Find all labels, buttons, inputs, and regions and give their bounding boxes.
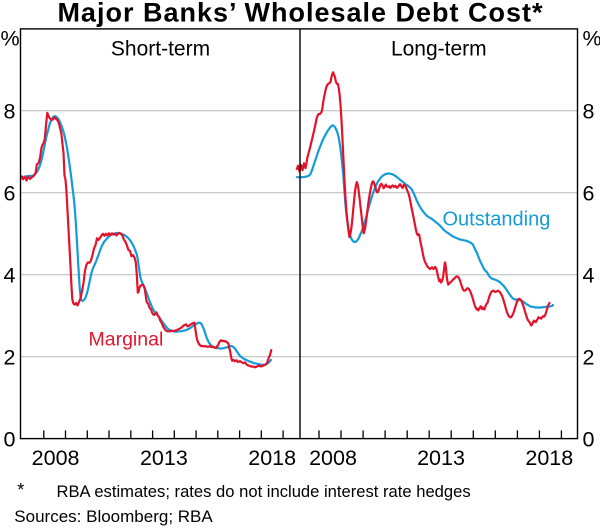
svg-text:2018: 2018 [525,446,573,470]
svg-text:8: 8 [583,100,595,124]
svg-text:4: 4 [4,263,16,287]
svg-text:2013: 2013 [140,446,188,470]
svg-text:6: 6 [4,182,16,206]
svg-text:Major Banks’ Wholesale Debt Co: Major Banks’ Wholesale Debt Cost* [57,0,543,28]
svg-text:6: 6 [583,182,595,206]
svg-text:0: 0 [4,427,16,451]
svg-text:Sources: Bloomberg; RBA: Sources: Bloomberg; RBA [14,507,213,526]
svg-text:2008: 2008 [309,446,357,470]
svg-text:%: % [1,27,20,51]
svg-text:8: 8 [4,100,16,124]
svg-text:RBA estimates; rates do not in: RBA estimates; rates do not include inte… [57,482,471,501]
svg-text:*: * [17,480,24,500]
svg-text:2: 2 [583,345,595,369]
svg-text:Marginal: Marginal [89,329,164,351]
svg-text:Long-term: Long-term [391,38,487,61]
svg-text:4: 4 [583,263,595,287]
svg-text:Short-term: Short-term [111,38,210,61]
svg-text:%: % [583,27,600,51]
svg-text:2013: 2013 [417,446,465,470]
svg-text:2018: 2018 [248,446,296,470]
svg-text:0: 0 [583,427,595,451]
svg-text:2: 2 [4,345,16,369]
svg-text:Outstanding: Outstanding [443,208,551,230]
svg-text:2008: 2008 [32,446,80,470]
